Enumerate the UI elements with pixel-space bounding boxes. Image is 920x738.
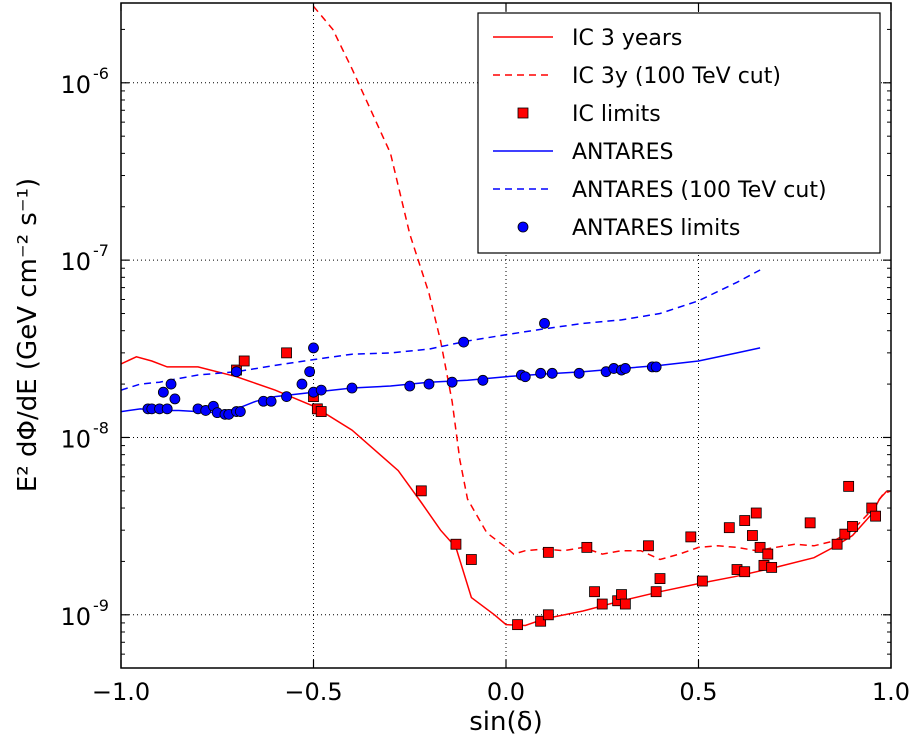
data-point: [265, 395, 277, 407]
data-point: [446, 376, 458, 388]
data-point: [304, 366, 316, 378]
x-tick-label: −1.0: [92, 678, 150, 706]
data-point: [843, 480, 855, 492]
y-tick-exponent: -7: [93, 241, 109, 260]
data-point: [596, 598, 608, 610]
data-point: [281, 347, 292, 359]
data-point: [539, 317, 550, 329]
data-point: [465, 554, 477, 565]
data-point: [762, 548, 774, 560]
x-tick-label: 1.0: [872, 678, 910, 706]
data-point: [546, 367, 558, 379]
data-point: [619, 598, 631, 610]
data-point: [619, 363, 631, 374]
data-point: [535, 367, 547, 379]
data-point: [650, 361, 662, 373]
data-point: [165, 378, 177, 390]
data-point: [870, 510, 881, 522]
y-tick-label: 10: [60, 71, 91, 99]
legend-box: [477, 12, 881, 254]
data-point: [650, 586, 662, 598]
data-point: [542, 609, 554, 621]
data-point: [573, 367, 585, 379]
data-point: [169, 393, 181, 405]
data-point: [654, 573, 666, 585]
y-tick-exponent: -8: [93, 418, 109, 437]
data-point: [157, 386, 169, 398]
data-point: [739, 566, 751, 578]
data-point: [696, 575, 708, 587]
y-axis-label: E² dΦ/dE (GeV cm⁻² s⁻¹): [13, 178, 43, 492]
x-tick-label: 0.5: [679, 678, 717, 706]
data-point: [281, 391, 292, 403]
y-tick-label: 10: [60, 425, 91, 453]
data-point: [739, 515, 751, 526]
data-point: [847, 521, 858, 532]
series-line: [312, 5, 891, 561]
data-point: [723, 522, 735, 534]
data-point: [161, 403, 173, 415]
data-point: [616, 589, 627, 600]
data-point: [535, 615, 547, 627]
data-point: [404, 380, 416, 392]
data-point: [643, 540, 654, 552]
y-tick-exponent: -6: [93, 64, 109, 83]
data-point: [519, 371, 531, 383]
data-point: [750, 507, 762, 519]
data-point: [542, 546, 554, 558]
x-tick-label: 0.0: [487, 678, 525, 706]
legend-swatch: [517, 107, 529, 119]
data-point: [296, 378, 308, 390]
data-point: [423, 378, 435, 390]
series-line: [121, 347, 761, 414]
data-point: [804, 517, 816, 529]
data-point: [754, 541, 766, 553]
series-layer: [121, 5, 891, 631]
data-point: [831, 538, 843, 550]
data-point: [685, 531, 697, 543]
data-point: [839, 528, 851, 540]
data-point: [766, 562, 778, 573]
x-axis-label: sin(δ): [469, 707, 542, 737]
data-point: [450, 538, 462, 550]
data-point: [458, 336, 470, 348]
y-tick-label: 10: [60, 603, 91, 631]
y-tick-exponent: -9: [93, 596, 109, 615]
data-point: [308, 342, 319, 354]
data-point: [346, 382, 358, 394]
legend-label: ANTARES limits: [572, 216, 740, 241]
series-line: [121, 269, 761, 391]
legend: IC 3 years IC 3y (100 TeV cut) IC limits AN…: [477, 12, 881, 254]
legend-swatch: [517, 221, 529, 233]
data-point: [581, 541, 593, 553]
data-point: [231, 366, 242, 378]
legend-label: IC limits: [572, 102, 661, 127]
data-point: [512, 619, 523, 631]
data-point: [589, 586, 600, 598]
data-point: [238, 355, 250, 367]
data-point: [747, 530, 758, 541]
y-tick-label: 10: [60, 248, 91, 276]
data-point: [477, 374, 489, 386]
data-point: [315, 384, 327, 396]
legend-label: ANTARES (100 TeV cut): [572, 178, 827, 203]
ticks: −1.0 −0.5 0.0 0.5 1.010-910-810-710-6: [60, 3, 910, 706]
data-point: [415, 485, 427, 497]
data-point: [315, 406, 327, 417]
legend-label: IC 3 years: [572, 26, 682, 51]
series-line: [121, 356, 888, 627]
x-tick-label: −0.5: [284, 678, 342, 706]
data-point: [234, 406, 246, 417]
legend-label: ANTARES: [572, 140, 673, 165]
legend-label: IC 3y (100 TeV cut): [572, 64, 781, 89]
